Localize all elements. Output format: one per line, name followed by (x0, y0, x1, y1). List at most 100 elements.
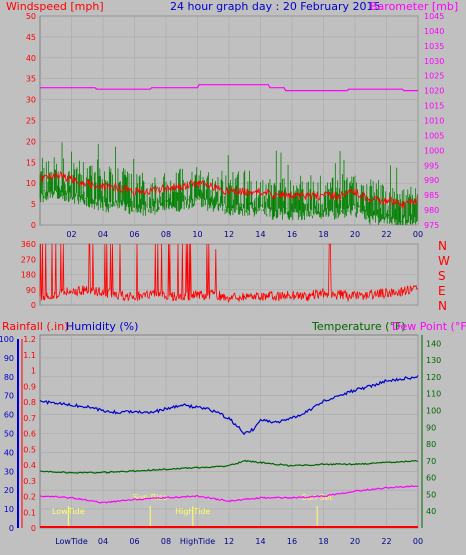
x-tick-label: 10 (192, 230, 202, 239)
rain-tick-label: 1 (31, 367, 36, 376)
barometer-series-line (40, 84, 418, 92)
direction-compass-label: N (438, 299, 447, 313)
humidity-tick-label: 10 (4, 505, 14, 514)
x-tick-label: 00 (413, 230, 423, 239)
x-tick-label: 20 (350, 230, 360, 239)
barometer-tick-label: 990 (424, 176, 439, 185)
windspeed-tick-label: 35 (26, 75, 36, 84)
humidity-temperature-panel: 010203040506070809010000.10.20.30.40.50.… (0, 334, 441, 546)
windspeed-tick-label: 25 (26, 117, 36, 126)
x-tick-label: 16 (287, 537, 297, 546)
barometer-tick-label: 1025 (424, 72, 444, 81)
humidity-tick-label: 90 (4, 354, 14, 363)
x-tick-label: 18 (318, 537, 328, 546)
temperature-tick-label: 70 (426, 457, 436, 466)
temperature-tick-label: 40 (426, 507, 436, 516)
temperature-tick-label: 50 (426, 490, 436, 499)
direction-compass-label: N (438, 239, 447, 253)
windspeed-tick-label: 5 (31, 200, 36, 209)
temperature-tick-label: 90 (426, 423, 436, 432)
rain-tick-label: 0.2 (23, 493, 36, 502)
temperature-axis-label: Temperature (°F) (311, 320, 406, 333)
wind-direction-series (39, 243, 419, 303)
temperature-tick-label: 60 (426, 474, 436, 483)
temperature-tick-label: 110 (426, 390, 441, 399)
dewpoint-series-line (39, 485, 419, 504)
barometer-tick-label: 1035 (424, 42, 444, 51)
windspeed-tick-label: 15 (26, 158, 36, 167)
rain-tick-label: 0.3 (23, 477, 36, 486)
x-tick-label: 16 (287, 230, 297, 239)
tide-marker-label: HighTide (175, 507, 210, 516)
rain-tick-label: 0.5 (23, 445, 36, 454)
x-tick-label: 20 (350, 537, 360, 546)
rain-tick-label: 0.6 (23, 430, 36, 439)
rainfall-axis-label: Rainfall (.in) (2, 320, 69, 333)
direction-tick-label: 360 (21, 240, 36, 249)
windspeed-barometer-panel: 0510152025303540455097598098599099510001… (26, 12, 445, 239)
windspeed-axis-label: Windspeed [mph] (6, 0, 104, 13)
barometer-tick-label: 985 (424, 191, 439, 200)
barometer-tick-label: 1020 (424, 87, 444, 96)
x-tick-label: 00 (413, 537, 423, 546)
x-tick-label: 06 (129, 537, 139, 546)
x-tick-label: 04 (98, 537, 108, 546)
humidity-tick-label: 20 (4, 486, 14, 495)
humidity-tick-label: 60 (4, 411, 14, 420)
x-tick-label: 22 (381, 537, 391, 546)
barometer-tick-label: 1000 (424, 146, 444, 155)
barometer-tick-label: 1005 (424, 131, 444, 140)
barometer-tick-label: 1030 (424, 57, 444, 66)
barometer-tick-label: 1040 (424, 27, 444, 36)
rain-tick-label: 0.9 (23, 382, 36, 391)
humidity-tick-label: 70 (4, 392, 14, 401)
x-tick-label: 18 (318, 230, 328, 239)
barometer-tick-label: 975 (424, 221, 439, 230)
humidity-tick-label: 80 (4, 373, 14, 382)
direction-tick-label: 90 (26, 286, 36, 295)
humidity-tick-label: 0 (9, 524, 14, 533)
x-tick-label: 14 (255, 230, 265, 239)
temperature-tick-label: 140 (426, 339, 441, 348)
humidity-tick-label: 100 (0, 335, 14, 344)
temperature-tick-label: 80 (426, 440, 436, 449)
direction-compass-label: E (438, 284, 446, 298)
tide-marker-label: Sun Set (302, 493, 333, 502)
windspeed-tick-label: 40 (26, 54, 36, 63)
barometer-tick-label: 1015 (424, 102, 444, 111)
chart-title: 24 hour graph day : 20 February 2015 (170, 0, 381, 13)
rain-tick-label: 0.8 (23, 398, 36, 407)
tide-marker-label: Sun Rise (133, 493, 168, 502)
humidity-series-line (39, 375, 419, 436)
x-tick-label: 02 (66, 230, 76, 239)
x-tick-label: 08 (161, 537, 171, 546)
windspeed-tick-label: 45 (26, 33, 36, 42)
x-tick-label: 12 (224, 537, 234, 546)
windspeed-tick-label: 0 (31, 221, 36, 230)
windspeed-tick-label: 50 (26, 12, 36, 21)
barometer-tick-label: 995 (424, 161, 439, 170)
temperature-tick-label: 120 (426, 373, 441, 382)
temperature-tick-label: 100 (426, 407, 441, 416)
humidity-tick-label: 50 (4, 430, 14, 439)
temperature-series-line (39, 459, 419, 474)
windspeed-tick-label: 10 (26, 179, 36, 188)
x-tick-label: 04 (98, 230, 108, 239)
temperature-tick-label: 130 (426, 356, 441, 365)
x-tick-label: 14 (255, 537, 265, 546)
direction-compass-label: S (438, 269, 446, 283)
x-tick-label: 12 (224, 230, 234, 239)
direction-compass-label: W (438, 254, 450, 268)
humidity-tick-label: 40 (4, 448, 14, 457)
rain-tick-label: 0.4 (23, 461, 36, 470)
direction-tick-label: 180 (21, 271, 36, 280)
barometer-tick-label: 1010 (424, 117, 444, 126)
x-tick-label: LowTide (55, 537, 88, 546)
x-tick-label: 06 (129, 230, 139, 239)
humidity-axis-label: Humidity (%) (66, 320, 138, 333)
rain-tick-label: 0.1 (23, 508, 36, 517)
tide-marker-label: LowTide (52, 507, 85, 516)
